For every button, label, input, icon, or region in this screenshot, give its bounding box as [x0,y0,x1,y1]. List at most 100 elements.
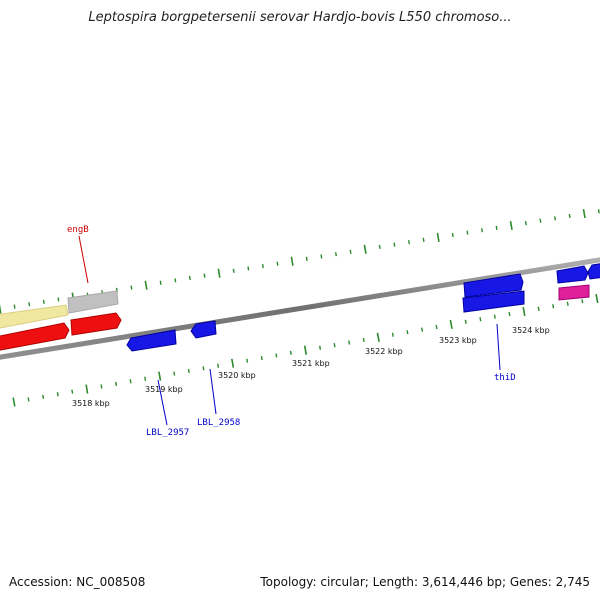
lower-scale-tick [566,301,569,306]
gene-yellow-forward[interactable] [0,304,69,329]
upper-scale-tick [144,280,148,290]
gene-engB[interactable] [67,290,119,314]
upper-scale-tick [247,266,250,271]
upper-scale-tick [466,230,469,235]
gene-label-LBL_2958[interactable]: LBL_2958 [197,418,240,428]
tick-label-3520: 3520 kbp [218,371,256,380]
upper-scale-tick [261,263,264,269]
lower-scale-tick [464,319,467,324]
upper-scale-tick [393,242,396,247]
lower-scale-tick [303,345,307,355]
forward-strand-genes [0,263,600,351]
gene-label-engB[interactable]: engB [67,225,89,235]
lower-scale-tick [260,355,263,361]
reverse-strand-genes [126,284,590,352]
upper-scale-tick [436,232,440,243]
upper-scale-tick [305,256,308,262]
lower-scale-tick [129,379,132,384]
lower-scale-tick [12,397,16,407]
lower-scale-tick [42,394,45,399]
lower-scale-tick [246,358,249,363]
upper-scale-tick [363,244,367,254]
tick-label-3519: 3519 kbp [145,385,183,394]
lower-scale-tick [158,371,162,381]
lower-scale-tick [391,332,394,337]
tick-label-3522: 3522 kbp [365,347,403,356]
lower-scale-tick [552,304,555,309]
lower-scale-tick [406,330,409,335]
gene-red-a[interactable] [0,322,70,351]
upper-scale-tick [159,280,162,285]
upper-scale-tick [42,299,45,304]
upper-scale-tick [320,254,323,259]
upper-scale-tick [582,208,586,219]
lower-scale-tick [275,353,278,358]
chromosome-backbone [0,257,600,360]
upper-scale-tick [232,268,235,273]
upper-scale-tick [174,278,177,283]
upper-scale-tick [130,285,133,290]
lower-scale-tick [493,314,496,319]
gene-blue-lower-mid[interactable] [462,290,525,313]
upper-scale-tick [13,304,16,309]
upper-scale-tick [0,304,2,314]
gene-red-b[interactable] [70,312,122,336]
lower-scale-tick [71,389,74,394]
lower-scale-tick [202,366,205,371]
upper-scale-tick [334,252,337,257]
gene-thiD[interactable] [463,273,524,298]
lower-scale-tick [85,384,89,394]
gene-label-thiD[interactable]: thiD [494,373,516,383]
leader-line-LBL_2957 [157,379,168,426]
upper-scale-tick [539,218,542,223]
lower-scale-tick [319,345,322,350]
lower-scale-tick [27,397,30,402]
lower-scale-tick [537,306,540,312]
tick-label-3521: 3521 kbp [292,359,330,368]
lower-scale-tick [333,342,336,348]
upper-scale-tick [495,225,498,231]
lower-scale-tick [144,376,147,381]
gene-LBL_2958[interactable] [190,320,217,339]
lower-scale-tick [56,392,59,397]
gene-label-LBL_2957[interactable]: LBL_2957 [146,428,189,438]
lower-scale-tick [217,363,220,368]
upper-scale-tick [509,220,513,231]
upper-scale-ticks [0,208,600,314]
upper-scale-tick [524,220,527,226]
lower-scale-tick [449,319,453,329]
accession-text: Accession: NC_008508 [9,575,146,589]
genome-stats-text: Topology: circular; Length: 3,614,446 bp… [260,575,590,589]
lower-scale-tick [522,306,526,317]
tick-label-3523: 3523 kbp [439,336,477,345]
lower-scale-tick [508,311,511,317]
gene-labels: engB LBL_2957 LBL_2958 thiD [67,225,516,438]
lower-scale-tick [581,299,584,304]
upper-scale-tick [290,256,294,266]
upper-scale-tick [217,268,221,278]
lower-scale-tick [595,293,599,304]
upper-scale-tick [554,216,557,221]
lower-scale-tick [289,350,292,355]
upper-scale-tick [349,249,352,254]
gene-blue-right-a[interactable] [556,265,589,284]
upper-scale-tick [451,232,454,238]
upper-scale-tick [203,273,206,278]
lower-scale-tick [231,358,235,368]
lower-scale-tick [115,381,118,387]
upper-scale-tick [568,213,571,219]
lower-scale-tick [421,327,424,332]
upper-scale-tick [481,228,483,233]
gene-blue-right-b[interactable] [587,263,600,280]
lower-scale-tick [100,384,103,389]
lower-scale-tick [187,368,190,374]
gene-LBL_2957[interactable] [126,329,177,352]
upper-scale-tick [378,244,381,250]
tick-label-3518: 3518 kbp [72,399,110,408]
lower-scale-ticks [12,293,599,407]
tick-label-3524: 3524 kbp [512,326,550,335]
upper-scale-tick [276,261,279,266]
gene-magenta[interactable] [558,284,590,301]
